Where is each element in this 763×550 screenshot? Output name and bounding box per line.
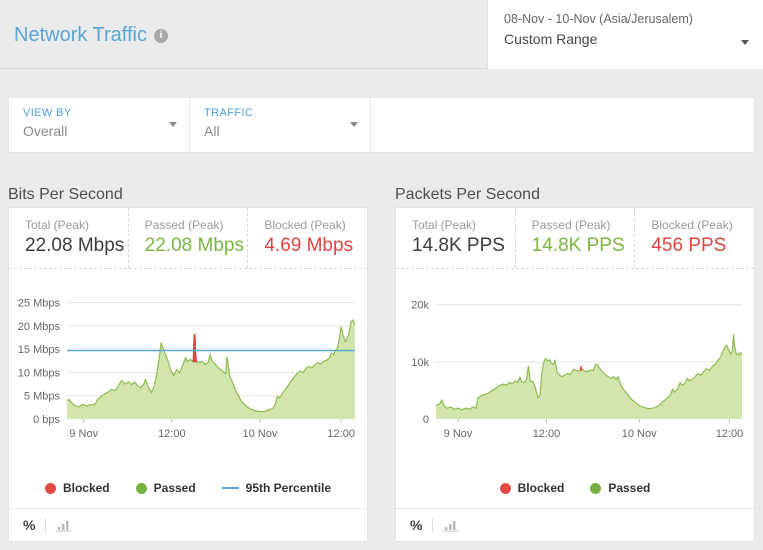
legend-label: Blocked	[517, 481, 565, 495]
footer-divider	[432, 517, 434, 533]
svg-text:25 Mbps: 25 Mbps	[18, 298, 61, 310]
view-by-label: VIEW BY	[23, 107, 72, 119]
svg-text:10 Nov: 10 Nov	[243, 428, 278, 440]
bits-passed-stat: Passed (Peak) 22.08 Mbps	[129, 208, 249, 268]
percentile-line-icon	[221, 487, 239, 489]
svg-text:20 Mbps: 20 Mbps	[18, 321, 61, 333]
svg-text:12:00: 12:00	[327, 428, 355, 440]
page-title: Network Traffic	[14, 24, 147, 46]
packets-card-footer: %	[396, 508, 754, 541]
date-range-mode: Custom Range	[504, 31, 598, 47]
legend-label: Passed	[153, 481, 196, 495]
traffic-label: TRAFFIC	[204, 107, 254, 119]
packets-passed-stat: Passed (Peak) 14.8K PPS	[516, 208, 636, 268]
svg-text:12:00: 12:00	[716, 428, 744, 440]
legend-item-passed[interactable]: Passed	[590, 481, 650, 495]
stat-label: Total (Peak)	[412, 218, 477, 232]
bits-chart[interactable]: 25 Mbps 20 Mbps 15 Mbps 10 Mbps 5 Mbps 0 bps 9…	[9, 269, 367, 468]
chevron-down-icon[interactable]	[350, 122, 358, 127]
legend-item-blocked[interactable]: Blocked	[44, 481, 110, 495]
legend-label: Passed	[608, 481, 651, 495]
filter-bar-spacer	[371, 98, 754, 152]
stat-label: Passed (Peak)	[531, 218, 611, 232]
view-by-value: Overall	[23, 123, 68, 139]
percent-view-button[interactable]: %	[23, 517, 36, 533]
traffic-dropdown[interactable]: TRAFFIC All	[190, 98, 371, 152]
svg-text:12:00: 12:00	[533, 428, 561, 440]
stat-value: 22.08 Mbps	[144, 235, 244, 256]
page-header: Network Traffic i 08-Nov - 10-Nov (Asia/…	[0, 0, 763, 69]
legend-item-blocked[interactable]: Blocked	[499, 481, 565, 495]
stat-value: 456 PPS	[651, 235, 727, 256]
bits-total-stat: Total (Peak) 22.08 Mbps	[9, 208, 129, 268]
passed-dot-icon	[590, 482, 602, 494]
stat-label: Blocked (Peak)	[651, 218, 733, 232]
info-icon[interactable]: i	[154, 28, 168, 43]
bits-card-footer: %	[9, 508, 367, 541]
svg-text:0 bps: 0 bps	[33, 414, 60, 426]
legend-item-percentile[interactable]: 95th Percentile	[221, 481, 332, 495]
legend-label: Blocked	[62, 481, 110, 495]
svg-text:9 Nov: 9 Nov	[69, 428, 98, 440]
packets-chart-svg[interactable]: 20k 10k 0 9 Nov 12:00 10 Nov 12:00	[400, 279, 750, 449]
svg-text:5 Mbps: 5 Mbps	[24, 391, 61, 403]
stat-value: 14.8K PPS	[412, 235, 505, 256]
date-range-selector[interactable]: 08-Nov - 10-Nov (Asia/Jerusalem) Custom …	[487, 0, 763, 69]
stat-label: Blocked (Peak)	[264, 218, 346, 232]
packets-stats-row: Total (Peak) 14.8K PPS Passed (Peak) 14.…	[396, 208, 754, 269]
footer-divider	[45, 517, 47, 533]
chevron-down-icon[interactable]	[741, 40, 749, 45]
packets-chart[interactable]: 20k 10k 0 9 Nov 12:00 10 Nov 12:00	[396, 269, 754, 468]
bits-card: Total (Peak) 22.08 Mbps Passed (Peak) 22…	[8, 207, 368, 542]
packets-legend: Blocked Passed	[396, 468, 754, 508]
svg-text:0: 0	[423, 414, 429, 426]
date-range-text: 08-Nov - 10-Nov (Asia/Jerusalem)	[504, 12, 693, 26]
stat-value: 4.69 Mbps	[264, 235, 354, 256]
filter-bar: VIEW BY Overall TRAFFIC All	[8, 97, 755, 153]
view-by-dropdown[interactable]: VIEW BY Overall	[9, 98, 190, 152]
passed-dot-icon	[135, 482, 147, 494]
legend-label: 95th Percentile	[245, 481, 332, 495]
svg-text:10 Nov: 10 Nov	[622, 428, 657, 440]
svg-text:12:00: 12:00	[158, 428, 186, 440]
legend-item-passed[interactable]: Passed	[135, 481, 196, 495]
stat-label: Total (Peak)	[25, 218, 90, 232]
bar-chart-icon[interactable]	[443, 519, 459, 532]
packets-section-title: Packets Per Second	[395, 186, 540, 203]
stat-label: Passed (Peak)	[144, 218, 224, 232]
bar-chart-icon[interactable]	[56, 519, 72, 532]
stat-value: 14.8K PPS	[531, 235, 625, 256]
packets-blocked-stat: Blocked (Peak) 456 PPS	[635, 208, 754, 268]
traffic-value: All	[204, 123, 220, 139]
stat-value: 22.08 Mbps	[25, 235, 125, 256]
svg-text:15 Mbps: 15 Mbps	[18, 344, 61, 356]
svg-text:10k: 10k	[411, 357, 429, 369]
blocked-dot-icon	[499, 482, 511, 494]
bits-chart-svg[interactable]: 25 Mbps 20 Mbps 15 Mbps 10 Mbps 5 Mbps 0 bps 9…	[13, 279, 363, 449]
packets-total-stat: Total (Peak) 14.8K PPS	[396, 208, 516, 268]
packets-card: Total (Peak) 14.8K PPS Passed (Peak) 14.…	[395, 207, 755, 542]
svg-text:20k: 20k	[411, 300, 429, 312]
svg-text:9 Nov: 9 Nov	[444, 428, 473, 440]
bits-legend: Blocked Passed 95th Percentile	[9, 468, 367, 508]
bits-section-title: Bits Per Second	[8, 186, 123, 203]
bits-blocked-stat: Blocked (Peak) 4.69 Mbps	[248, 208, 367, 268]
chevron-down-icon[interactable]	[169, 122, 177, 127]
blocked-dot-icon	[44, 482, 56, 494]
bits-stats-row: Total (Peak) 22.08 Mbps Passed (Peak) 22…	[9, 208, 367, 269]
svg-text:10 Mbps: 10 Mbps	[18, 367, 61, 379]
percent-view-button[interactable]: %	[410, 517, 423, 533]
